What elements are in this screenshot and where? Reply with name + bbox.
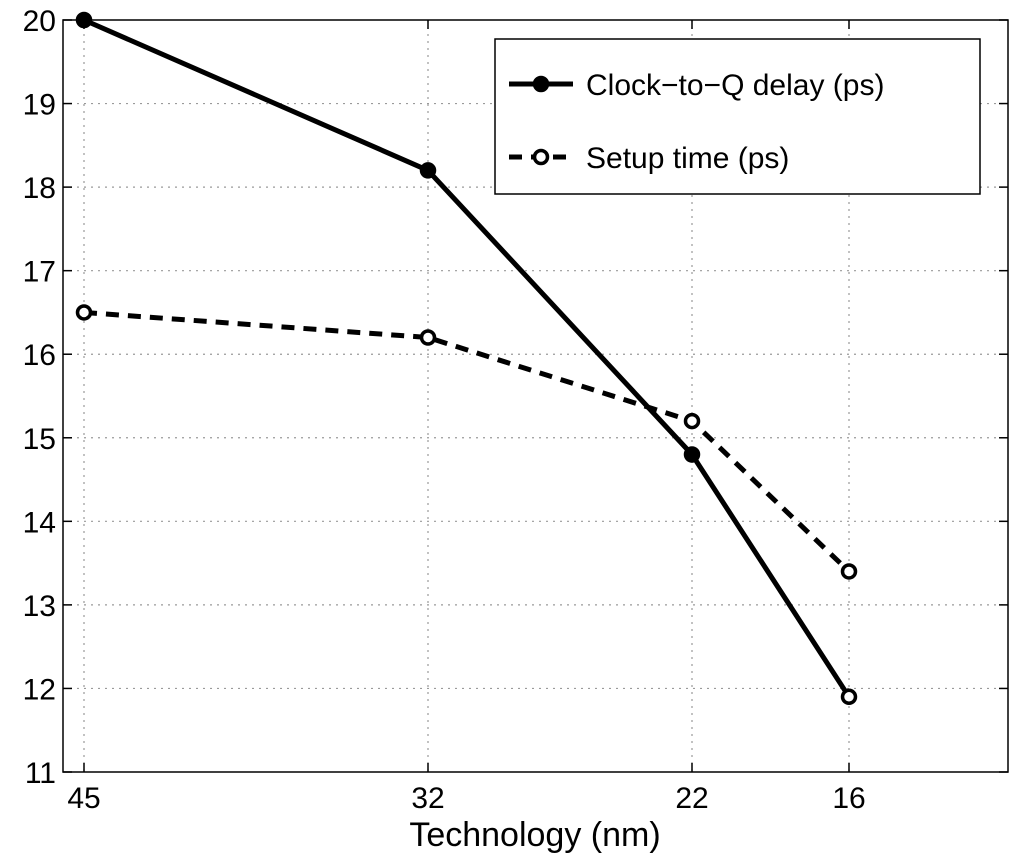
series-layer xyxy=(75,11,858,706)
y-tick-label: 18 xyxy=(23,172,56,205)
y-tick-label: 20 xyxy=(23,5,56,38)
y-tick-label: 19 xyxy=(23,89,56,122)
y-tick-label: 12 xyxy=(23,673,56,706)
setup-time-point xyxy=(75,304,93,321)
y-tick-label: 13 xyxy=(23,590,56,623)
legend-label: Clock−to−Q delay (ps) xyxy=(586,69,884,102)
clock-to-q-point xyxy=(419,162,437,179)
y-tick-label: 17 xyxy=(23,256,56,289)
legend-marker xyxy=(532,148,550,166)
y-tick-label: 11 xyxy=(25,757,56,790)
clock-to-q-point xyxy=(683,446,701,463)
x-tick-label: 16 xyxy=(832,782,865,815)
x-tick-label: 32 xyxy=(411,782,444,815)
clock-to-q-point xyxy=(840,688,858,706)
x-axis-title: Technology (nm) xyxy=(409,816,660,854)
setup-time-point xyxy=(840,563,858,580)
legend-label: Setup time (ps) xyxy=(586,142,789,175)
y-tick-label: 14 xyxy=(23,506,56,539)
legend-box xyxy=(494,38,981,195)
x-tick-label: 45 xyxy=(67,782,100,815)
clock-to-q-line xyxy=(82,17,852,699)
plot-area-frame xyxy=(62,19,1009,773)
setup-time-point xyxy=(419,329,437,346)
y-tick-label: 16 xyxy=(23,339,56,372)
x-tick-label: 22 xyxy=(675,782,708,815)
y-tick-label: 15 xyxy=(23,423,56,456)
legend: Clock−to−Q delay (ps) Setup time (ps) xyxy=(494,38,981,195)
legend-marker xyxy=(532,75,550,93)
setup-time-point xyxy=(683,412,701,430)
tick-labels: 11 12 13 14 15 16 17 18 19 20 45 32 22 16 xyxy=(23,5,866,815)
setup-time-line xyxy=(83,309,851,574)
clock-to-q-point xyxy=(75,11,93,29)
